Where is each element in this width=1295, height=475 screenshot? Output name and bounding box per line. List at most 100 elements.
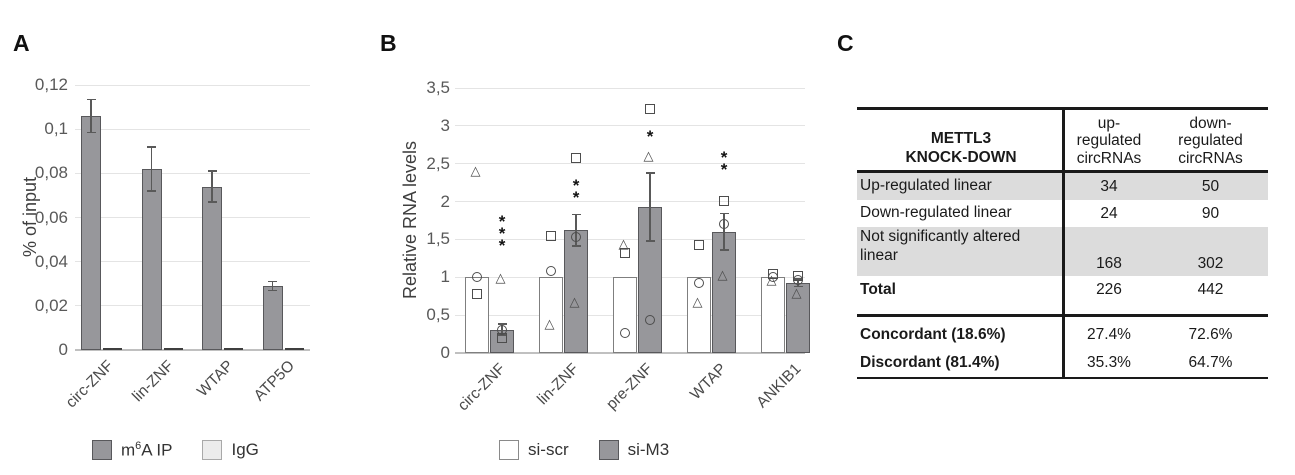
x-tick-label: circ-ZNF [454,360,509,415]
data-point-circle-icon [571,232,581,243]
error-bar-cap [645,240,655,242]
error-bar [150,146,153,191]
y-tick-label: 0,08 [34,163,68,183]
y-tick-label: 0 [58,340,68,359]
si-m3-legend-label: si-M3 [627,440,670,459]
error-bar-cap [497,323,507,325]
y-tick-label: 0,04 [34,251,68,271]
row-label: Not significantly altered linear [860,228,1021,264]
data-point-triangle-icon: △ [495,270,506,286]
error-bar-cap [793,285,803,288]
error-bar-cap [147,190,156,192]
summary-value-up-regulated: 27.4% [1087,326,1131,343]
data-point-square-icon [546,230,556,241]
bar-igg-wtap [224,347,243,350]
mettl3-knockdown-table: METTL3 KNOCK-DOWN up- regulated circRNAs… [857,107,1268,379]
y-tick-label: 0 [440,343,450,362]
significance-stars-circ-znf: * * * [492,213,512,256]
error-bar [90,99,92,133]
bar-si-m3-lin-znf [564,230,588,353]
data-point-triangle-icon: △ [791,285,802,301]
data-point-triangle-icon: △ [643,147,654,163]
data-point-triangle-icon: △ [544,316,555,332]
table-column-divider [1062,110,1065,379]
y-tick-label: 0,02 [34,295,68,315]
row-value-down-regulated: 50 [1201,177,1220,195]
y-tick-label: 0,5 [426,305,450,325]
error-bar [271,281,274,291]
data-point-circle-icon [645,315,655,326]
data-point-square-icon [497,332,507,343]
data-point-circle-icon [793,274,803,285]
gridline [455,163,805,165]
data-point-square-icon [645,104,655,115]
data-point-circle-icon [694,278,704,289]
data-point-circle-icon [620,327,630,338]
error-bar-cap [86,131,96,134]
error-bar-cap [268,289,277,292]
bar-si-m3-ankib1 [786,282,810,353]
gridline [75,261,310,263]
gridline [75,128,310,130]
data-point-triangle-icon: △ [618,236,629,252]
x-tick-label: pre-ZNF [603,360,657,414]
asterisk: * [498,236,506,256]
gridline [455,125,805,127]
m6a-ip-legend-label: m6A IP [121,440,173,460]
error-bar-cap [571,245,581,247]
error-bar-cap [719,249,729,251]
table-row: Down-regulated linear 24 90 [857,200,1268,227]
bar-si-scr-lin-znf [539,277,563,353]
row-label: Up-regulated linear [860,177,992,195]
gridline [75,217,310,218]
error-bar-cap [207,170,217,172]
gridline [455,201,805,203]
data-point-square-icon [472,288,482,299]
gridline [455,87,805,89]
error-bar [649,172,651,241]
row-value-up-regulated: 226 [1096,281,1122,298]
bar-si-m3-wtap [712,231,736,353]
si-m3-legend-swatch [598,440,619,460]
gridline [455,238,805,240]
bar-igg-atp5o [284,347,304,350]
data-point-square-icon [719,195,729,206]
significance-stars-wtap: * * [714,149,734,178]
row-value-up-regulated: 34 [1100,177,1118,195]
table-header-up-regulated: up- regulated circRNAs [1076,114,1142,168]
igg-legend-label: IgG [231,440,259,460]
data-point-circle-icon [546,266,556,277]
data-point-triangle-icon: △ [569,293,580,309]
error-bar [575,214,577,247]
panel-c-label: C [837,30,854,56]
error-bar-cap [86,98,96,101]
y-axis-title: Relative RNA levels [400,140,420,300]
row-label: Down-regulated linear [860,204,1012,222]
bar-si-scr-ankib1 [761,277,785,353]
data-point-circle-icon [497,325,507,336]
error-bar-cap [571,213,581,216]
si-scr-legend-label: si-scr [528,440,569,459]
summary-value-down-regulated: 72.6% [1188,326,1233,343]
gridline [75,305,310,307]
significance-stars-pre-znf: * [640,127,660,147]
igg-legend-swatch [202,440,223,461]
table-header-down-regulated: down- regulated circRNAs [1178,114,1243,168]
panel-b-label: B [380,30,397,56]
gridline [75,172,310,174]
asterisk: * [646,127,654,147]
m6a-ip-legend-swatch [92,440,112,461]
data-point-square-icon [694,239,704,250]
panel-a-label: A [13,30,30,56]
error-bar-cap [147,146,156,148]
asterisk: * [498,224,506,244]
table-header-title: METTL3 KNOCK-DOWN [905,130,1017,166]
y-tick-label: 2,5 [426,153,450,173]
data-point-circle-icon [719,219,729,230]
x-axis-line [75,349,310,351]
table-summary-row: Concordant (18.6%) 27.4% 72.6% [857,321,1268,349]
error-bar-cap [268,280,277,283]
